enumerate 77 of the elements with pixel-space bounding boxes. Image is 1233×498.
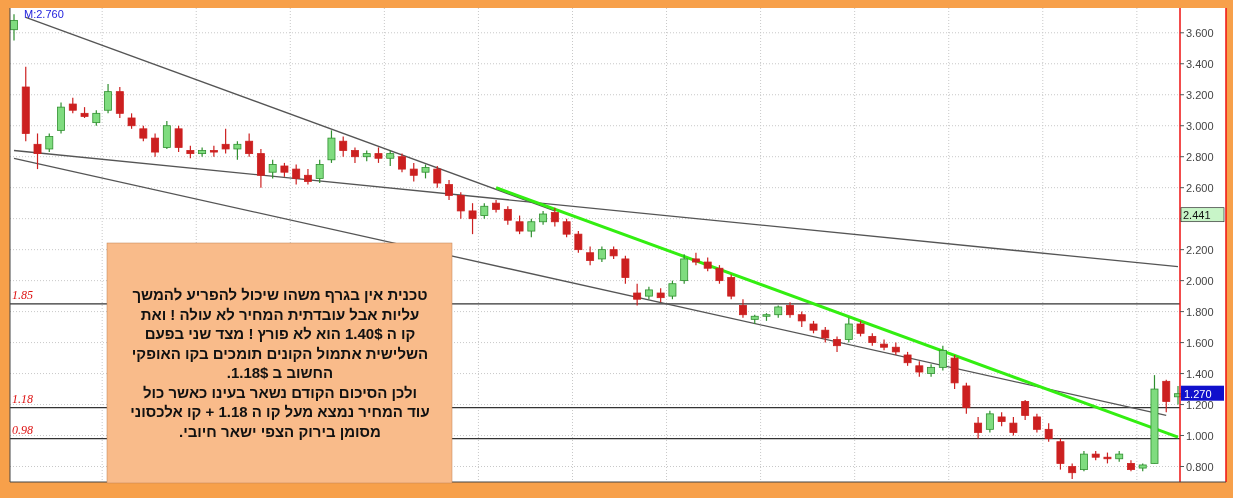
candlestick [292,163,301,186]
y-tick-label: 2.800 [1186,150,1214,163]
candlestick [515,214,524,235]
candlestick [233,140,242,161]
candlestick [209,145,218,158]
y-tick-label: 1.600 [1186,336,1214,349]
ref-line-label: 0.98 [12,422,33,437]
annotation: M:2.760 [24,8,64,20]
candlestick [198,146,207,158]
candlestick [115,86,124,119]
candlestick [586,245,595,266]
candlestick [1056,438,1065,471]
candlestick [174,125,183,153]
candlestick [1021,399,1030,421]
candlestick [633,283,642,307]
ref-line-label: 1.85 [12,287,33,302]
text: 2.441 [1183,208,1211,221]
candlestick [304,168,312,186]
candlestick [221,128,230,155]
y-tick-label: 1.400 [1186,367,1214,380]
candlestick [445,179,453,201]
y-tick-label: 3.600 [1186,26,1214,39]
y-tick-label: 2.600 [1186,181,1214,194]
ref-line-label: 1.18 [12,391,33,406]
y-tick-label: 3.200 [1186,88,1214,101]
y-tick-label: 0.800 [1186,460,1214,473]
candlestick [715,264,724,285]
candlestick [985,410,994,434]
y-tick-label: 2.000 [1186,274,1214,287]
candlestick [162,120,171,150]
candlestick [692,252,700,266]
y-tick-label: 3.400 [1186,57,1214,70]
candlestick [1044,422,1053,443]
candlestick [938,345,947,372]
candlestick [574,230,583,254]
candlestick [1032,413,1041,434]
candlestick [315,159,324,184]
candlestick [550,207,559,228]
y-tick-label: 2.200 [1186,243,1214,256]
candlestick [668,280,677,300]
candlestick [727,273,736,300]
candlestick [456,191,465,220]
candlestick [527,218,536,238]
candlestick [268,159,277,179]
candlestick [739,298,747,319]
candlestick [245,132,254,158]
candlestick [562,218,571,238]
candlestick [621,255,630,285]
candlestick [833,335,841,353]
candlestick [974,416,983,440]
y-tick-label: 1.800 [1186,305,1214,318]
candlestick [45,132,54,153]
candlestick [398,153,406,173]
y-tick-label: 3.000 [1186,119,1214,132]
candlestick [433,165,442,189]
candlestick [468,202,477,235]
candlestick [339,135,348,158]
candlestick [1080,450,1088,472]
candlestick [256,148,265,189]
candlestick [1162,379,1171,413]
candlestick [1009,416,1018,437]
candlestick [57,101,65,135]
text: 1.270 [1184,387,1212,400]
candlestick [680,253,689,285]
y-tick-label: 1.200 [1186,398,1214,411]
candlestick [962,382,971,415]
candlestick [503,205,512,226]
candlestick [327,129,336,164]
candlestick [351,146,359,164]
candlestick [880,338,888,351]
annotation: טכנית אין בגרף משהו שיכול להפריע להמשך עליות אבל עובדתית המחיר לא עולה ! ואת קו ה 1.40$ הוא לא פורץ ! מצד שני בפעם השלישית אתמול הקונים תומכים בקו האופקי החשוב ב 1.18$. ולכן הסיכום הקודם נשאר בעינו כאשר כול עוד המחיר נמצא מעל קו ה 1.18 + קו אלכסוני מסומן בירוק הצפי ישאר חיובי. [130,286,430,440]
y-tick-label: 1.000 [1186,429,1214,442]
candlestick [104,83,112,114]
candlestick [33,132,42,170]
candlestick [409,162,418,183]
candlestick [151,132,160,158]
candlestick [844,317,853,344]
